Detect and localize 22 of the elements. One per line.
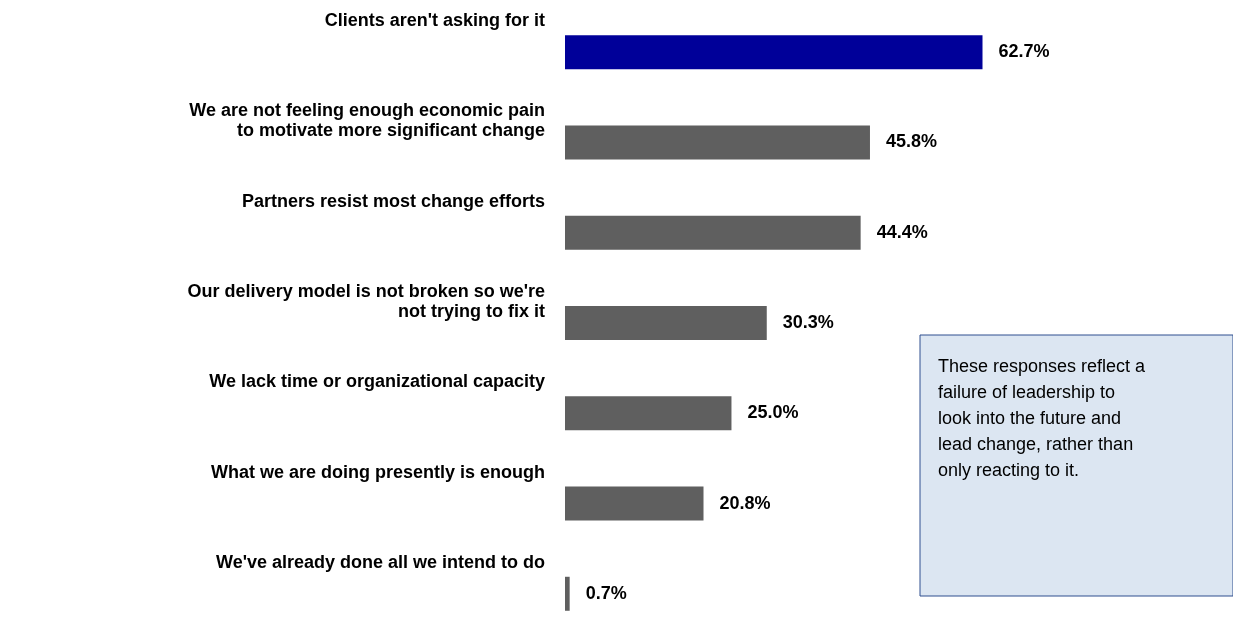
data-label: 62.7% — [998, 41, 1050, 62]
data-label: 20.8% — [719, 492, 771, 513]
data-label: 45.8% — [885, 131, 938, 152]
y-tick-label: We lack time or organizational capacity — [209, 371, 545, 392]
y-tick-label: We are not feeling enough economic pain to motivate more significant change — [189, 100, 545, 141]
y-tick-label: Clients aren't asking for it — [324, 10, 545, 31]
bar — [565, 486, 704, 521]
bar — [565, 125, 870, 160]
data-label: 30.3% — [782, 312, 834, 332]
data-label: 25.0% — [747, 402, 799, 423]
y-tick-label: What we are doing presently is enough — [210, 461, 545, 482]
y-tick-label: Our delivery model is not broken so we're not trying to fix it — [187, 281, 545, 321]
annotation: These responses reflect a failure of leadership to look into the future and lead change, rather than only reacting to it. — [938, 356, 1147, 480]
bar — [565, 35, 983, 70]
data-label: 0.7% — [585, 582, 627, 603]
y-tick-label: Partners resist most change efforts — [241, 190, 545, 211]
bar — [565, 396, 732, 431]
y-tick-label: We've already done all we intend to do — [215, 551, 545, 572]
bar — [565, 576, 570, 611]
data-label: 44.4% — [876, 221, 928, 242]
bar — [565, 306, 767, 340]
bar — [565, 215, 861, 250]
